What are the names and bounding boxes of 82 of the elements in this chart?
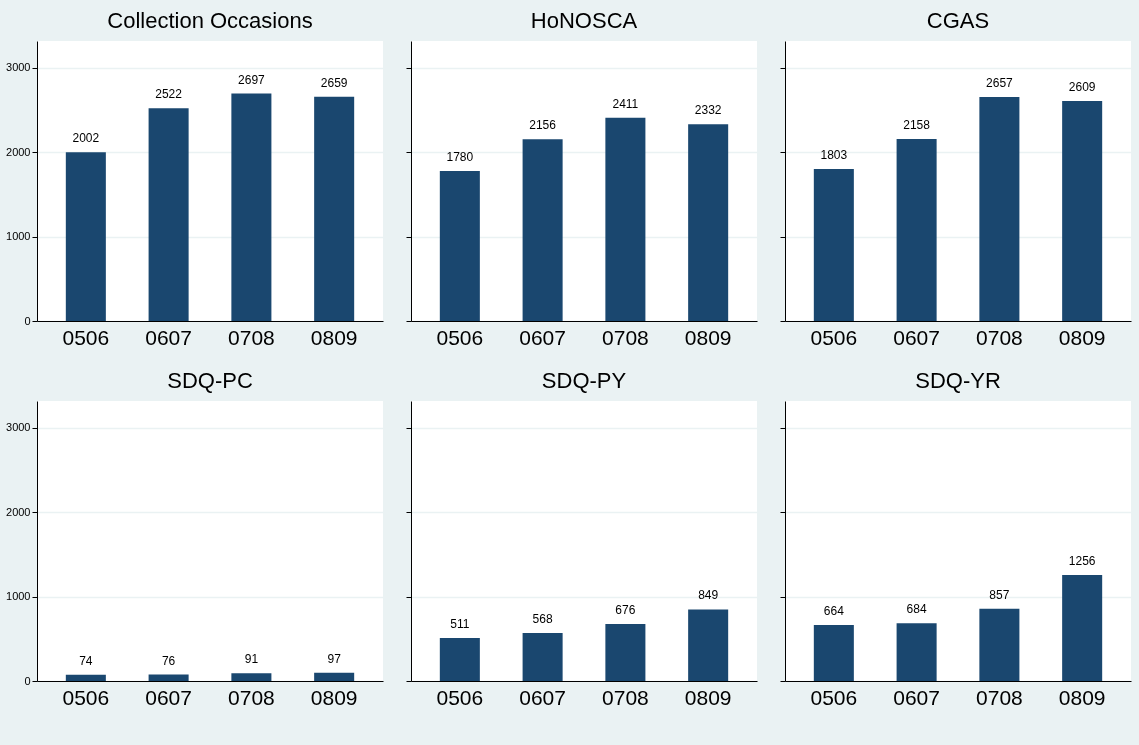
data-label: 2411: [612, 96, 639, 111]
data-label: 511: [450, 616, 470, 631]
data-label: 2002: [72, 131, 100, 146]
bar: [605, 623, 646, 681]
y-tick-label: 0: [24, 314, 31, 327]
bar: [148, 108, 189, 321]
x-tick-label: 0607: [893, 325, 940, 349]
data-label: 664: [823, 604, 845, 618]
chart-title: SDQ-YR: [915, 368, 1001, 393]
y-tick-label: 2000: [6, 145, 31, 158]
y-tick-label: 0: [24, 674, 31, 687]
y-tick-label: 3000: [6, 421, 31, 434]
data-label: 676: [615, 602, 636, 617]
x-tick-label: 0607: [145, 685, 192, 709]
x-tick-label: 0607: [519, 325, 566, 349]
bar: [65, 152, 106, 321]
data-label: 1803: [820, 147, 848, 162]
data-label: 2158: [903, 118, 931, 132]
x-tick-label: 0506: [810, 685, 858, 709]
data-label: 2522: [155, 87, 183, 102]
bar: [979, 608, 1020, 681]
chart-title: SDQ-PY: [541, 368, 627, 393]
y-tick-label: 1000: [6, 590, 31, 603]
bar: [522, 633, 563, 681]
x-tick-label: 0506: [436, 325, 484, 349]
x-tick-label: 0506: [810, 325, 858, 349]
bar: [896, 623, 937, 681]
data-label: 2657: [986, 75, 1014, 90]
bar: [439, 637, 480, 681]
bar: [813, 168, 854, 321]
x-tick-label: 0506: [436, 685, 484, 709]
x-tick-label: 0809: [684, 325, 732, 349]
x-tick-label: 0708: [602, 325, 649, 349]
data-label: 2659: [320, 75, 348, 90]
bar: [1062, 575, 1103, 681]
bar: [439, 170, 480, 321]
bar: [979, 96, 1020, 321]
x-tick-label: 0607: [519, 685, 566, 709]
data-label: 849: [698, 588, 719, 603]
bar: [688, 124, 729, 321]
data-label: 74: [79, 653, 93, 668]
x-tick-label: 0708: [228, 325, 275, 349]
x-tick-label: 0607: [145, 325, 192, 349]
chart-title: Collection Occasions: [107, 8, 313, 33]
data-label: 91: [244, 652, 259, 667]
x-tick-label: 0708: [976, 685, 1023, 709]
bar: [688, 609, 729, 681]
data-label: 2697: [238, 72, 266, 87]
bar: [231, 93, 272, 321]
data-label: 684: [906, 602, 927, 617]
y-tick-label: 2000: [6, 505, 31, 518]
chart-title: CGAS: [926, 8, 990, 33]
chart-title: HoNOSCA: [530, 8, 638, 33]
data-label: 2156: [529, 118, 557, 133]
x-tick-label: 0506: [62, 685, 110, 709]
data-label: 857: [989, 587, 1010, 602]
x-tick-label: 0809: [310, 685, 358, 709]
data-label: 568: [532, 612, 553, 627]
data-label: 2609: [1068, 79, 1096, 94]
bar: [314, 96, 355, 321]
data-label: 2332: [694, 103, 722, 118]
x-tick-label: 0506: [62, 325, 110, 349]
data-label: 1780: [446, 149, 474, 164]
data-label: 1256: [1068, 554, 1096, 569]
x-tick-label: 0708: [602, 685, 649, 709]
bar: [1062, 100, 1103, 321]
bar: [813, 625, 854, 681]
x-tick-label: 0809: [1058, 685, 1106, 709]
x-tick-label: 0607: [893, 685, 940, 709]
bar: [522, 139, 563, 321]
bar: [896, 139, 937, 321]
y-tick-label: 1000: [6, 230, 31, 243]
x-tick-label: 0809: [310, 325, 358, 349]
x-tick-label: 0809: [684, 685, 732, 709]
x-tick-label: 0708: [976, 325, 1023, 349]
chart-title: SDQ-PC: [167, 368, 253, 393]
data-label: 97: [327, 651, 342, 666]
y-tick-label: 3000: [6, 61, 31, 74]
bar: [605, 117, 646, 321]
data-label: 76: [161, 653, 176, 668]
x-tick-label: 0708: [228, 685, 275, 709]
x-tick-label: 0809: [1058, 325, 1106, 349]
